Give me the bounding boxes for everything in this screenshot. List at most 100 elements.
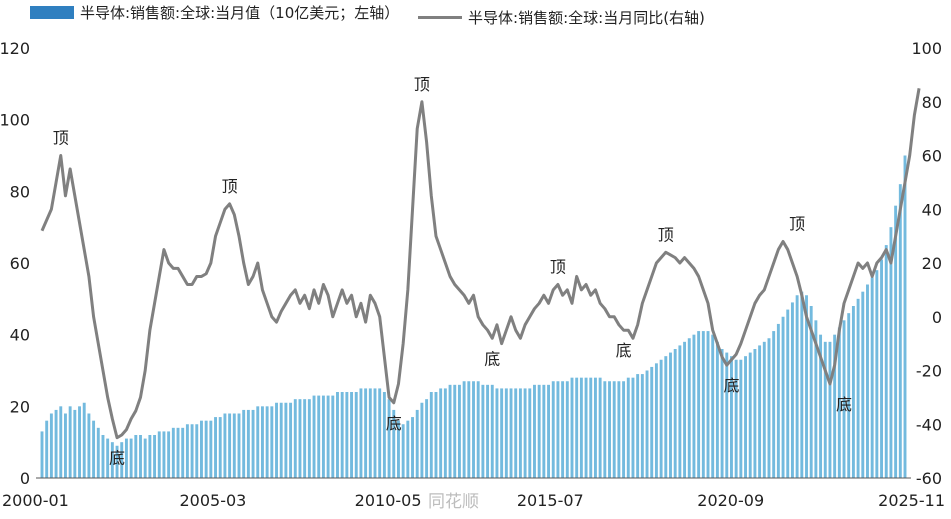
right-y-tick-label: 0 [932,308,942,327]
bar-mark [504,388,508,478]
bar-mark [856,298,860,478]
bar-mark [542,384,546,478]
right-y-axis-ticks: -60 -40 -20 0 20 40 60 80 100 [911,39,942,488]
bar-mark [415,409,419,478]
bar-mark [167,431,171,478]
right-y-tick-label: 100 [911,39,942,58]
bar-mark [842,320,846,478]
bar-mark [612,381,616,478]
bar-mark [78,406,81,478]
bar-mark [382,392,386,478]
bar-mark [734,359,738,478]
bar-mark [307,399,311,478]
bar-mark [889,227,893,478]
bar-mark [472,381,475,478]
bar-mark [767,338,771,478]
bar-mark [251,409,255,478]
bar-mark [697,331,701,478]
bar-mark [603,381,607,478]
right-y-tick-label: -40 [916,415,942,434]
bar-mark [49,413,53,478]
bar-mark [490,384,494,478]
bar-mark [96,427,100,478]
left-y-tick-label: 0 [20,469,30,488]
left-y-tick-label: 100 [0,111,30,130]
bar-mark [870,277,874,478]
bar-mark [809,306,813,478]
bar-mark [847,313,851,478]
bar-mark [92,420,96,478]
bar-mark [345,392,349,478]
chart-legend: 半导体:销售额:全球:当月值（10亿美元；左轴） 半导体:销售额:全球:当月同比… [30,2,719,28]
bar-mark [162,431,166,478]
bar-mark [880,259,883,478]
bar-mark [753,349,757,478]
legend-item-bar: 半导体:销售额:全球:当月值（10亿美元；左轴） [30,2,399,23]
bar-mark [565,381,569,478]
bar-mark [701,331,705,478]
bar-mark [622,381,626,478]
bar-mark [894,205,898,479]
bar-mark [903,155,907,478]
bar-mark [134,435,138,478]
bar-mark [683,341,687,478]
bar-mark [279,402,283,478]
bar-mark [59,406,63,478]
bar-mark [157,431,161,478]
bar-mark [462,381,466,478]
bar-mark [176,427,180,478]
peak-label: 顶 [53,129,69,148]
legend-label-line: 半导体:销售额:全球:当月同比(右轴) [468,9,705,27]
trough-label: 底 [723,376,739,395]
bar-mark [87,413,91,478]
bar-mark [312,395,316,478]
bar-mark [439,388,443,478]
bar-mark [64,413,67,478]
bar-mark [110,442,114,478]
bar-mark [228,413,232,478]
bar-mark [509,388,513,478]
bar-mark [537,384,541,478]
left-y-tick-label: 40 [10,326,30,345]
right-y-tick-label: -20 [916,362,942,381]
bar-mark [73,409,77,478]
trough-label: 底 [484,349,500,368]
x-tick-label: 2025-11 [878,491,945,510]
trough-label: 底 [836,395,852,414]
bar-mark [359,388,363,478]
bar-mark [115,445,119,478]
bar-mark [181,427,185,478]
bar-mark [636,374,640,478]
bar-mark [725,352,729,478]
bar-mark [692,334,696,478]
trough-label: 底 [109,449,125,468]
bar-mark [640,374,644,478]
left-y-tick-label: 120 [0,39,30,58]
bar-mark [556,381,560,478]
bar-mark [654,363,658,478]
bar-mark [589,377,593,478]
bar-mark [270,406,274,478]
bar-mark [495,388,499,478]
bar-mark [626,377,630,478]
bar-mark [875,270,879,478]
bar-mark [781,316,785,478]
bar-mark [185,424,189,478]
bar-mark [303,399,307,478]
legend-item-line: 半导体:销售额:全球:当月同比(右轴) [418,7,705,28]
bar-mark [457,384,461,478]
bar-mark [350,392,354,478]
bar-mark [289,402,293,478]
bar-mark [598,377,602,478]
bar-mark [711,334,715,478]
bar-mark [837,327,841,478]
peak-trough-annotations: 顶底 顶底 顶底 顶底 顶底 顶底 [53,75,852,468]
line-series-path [40,88,921,440]
bar-mark [861,291,865,478]
bar-mark [575,377,579,478]
left-y-tick-label: 60 [10,254,30,273]
bar-mark [739,359,743,478]
bar-mark [214,417,217,478]
bar-mark [148,435,152,478]
